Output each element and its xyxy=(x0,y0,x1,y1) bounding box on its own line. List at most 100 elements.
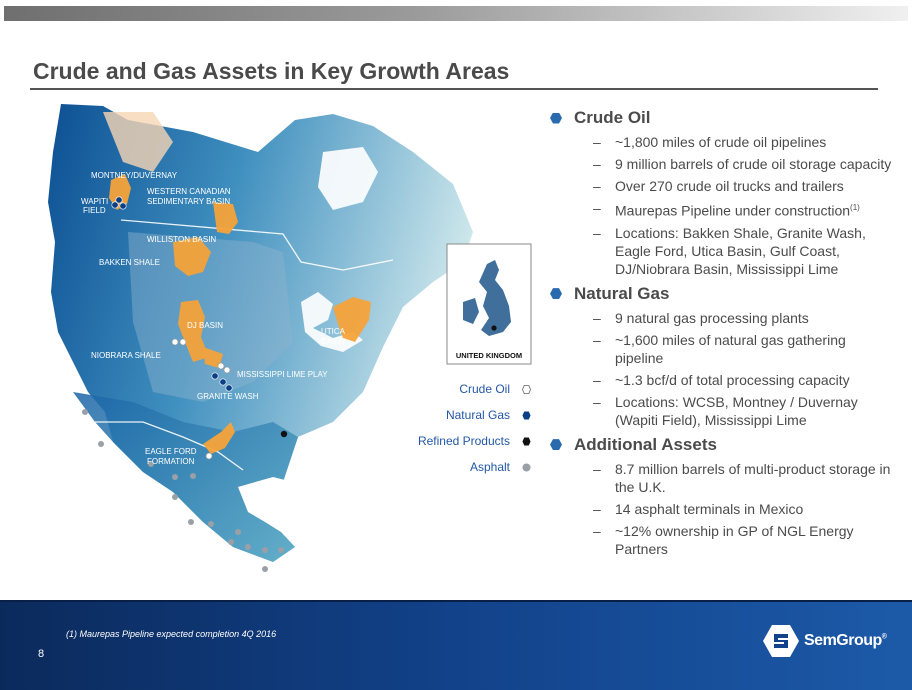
hexagon-blue-icon xyxy=(518,410,534,420)
list-item: – ~1,800 miles of crude oil pipelines xyxy=(593,134,827,150)
asphalt-marker xyxy=(262,547,268,553)
gas-marker xyxy=(219,378,227,386)
uk-inset: UNITED KINGDOM xyxy=(446,243,532,365)
hexagon-bullet-icon xyxy=(550,439,562,451)
granite-basin xyxy=(203,347,223,368)
ireland-map xyxy=(463,298,479,324)
label-wapiti-1: WAPITI xyxy=(81,197,108,206)
label-wcsb-1: WESTERN CANADIAN xyxy=(147,187,231,196)
section-heading: Natural Gas xyxy=(574,283,670,303)
asphalt-marker xyxy=(82,409,88,415)
label-wapiti-2: FIELD xyxy=(83,206,106,215)
eagle-ford-basin xyxy=(203,422,235,454)
label-mississippi: MISSISSIPPI LIME PLAY xyxy=(237,370,328,379)
crude-marker xyxy=(223,366,231,374)
label-montney: MONTNEY/DUVERNAY xyxy=(91,171,178,180)
section-natural-gas: Natural Gas –9 natural gas processing pl… xyxy=(546,282,896,429)
legend-natural-gas: Natural Gas xyxy=(404,402,534,428)
list-item: –9 natural gas processing plants xyxy=(593,309,809,326)
label-utica-1: UTICA xyxy=(321,327,346,336)
gas-marker xyxy=(211,372,219,380)
refined-product-marker xyxy=(280,430,288,438)
footer-bar: (1) Maurepas Pipeline expected completio… xyxy=(0,600,912,690)
map-legend: Crude Oil Natural Gas Refined Products A… xyxy=(404,376,534,480)
section-crude-oil: Crude Oil – ~1,800 miles of crude oil pip… xyxy=(546,106,896,278)
gas-marker xyxy=(119,202,127,210)
gas-marker xyxy=(111,201,119,209)
basins xyxy=(109,174,371,454)
footer-divider xyxy=(0,600,912,602)
dj-basin xyxy=(178,300,209,362)
list-item: – Maurepas Pipeline under construction(1) xyxy=(593,200,860,219)
hexagon-black-icon xyxy=(518,436,534,446)
list-item: –9 million barrels of crude oil storage … xyxy=(593,156,892,172)
asset-bullets: Crude Oil – ~1,800 miles of crude oil pip… xyxy=(546,104,896,562)
label-eagle-1: EAGLE FORD xyxy=(145,447,197,456)
logo-text: SemGroup® xyxy=(804,632,887,649)
label-niobrara: NIOBRARA SHALE xyxy=(91,351,161,360)
crude-oil-markers xyxy=(171,338,231,460)
southern-land xyxy=(73,392,298,562)
uk-label: UNITED KINGDOM xyxy=(456,351,522,360)
asphalt-marker xyxy=(172,494,178,500)
gas-marker xyxy=(115,196,123,204)
list-item: – ~1.3 bcf/d of total processing capacity xyxy=(593,371,850,388)
list-item: – Over 270 crude oil trucks and trailers xyxy=(593,178,844,194)
list-item: – Locations: Bakken Shale, Granite Wash, … xyxy=(593,224,866,277)
footnote-marker: (1) xyxy=(850,203,860,212)
slide-title: Crude and Gas Assets in Key Growth Areas xyxy=(33,58,510,84)
asphalt-marker xyxy=(208,521,214,527)
asphalt-marker xyxy=(190,473,196,479)
montney-basin xyxy=(109,174,131,210)
section-heading: Crude Oil xyxy=(574,108,651,127)
section-additional-assets: Additional Assets –8.7 million barrels o… xyxy=(546,433,896,558)
crude-marker xyxy=(171,338,179,346)
hexagon-bullet-icon xyxy=(550,288,562,300)
asphalt-marker xyxy=(148,461,154,467)
circle-gray-icon xyxy=(518,462,534,472)
asphalt-marker xyxy=(188,519,194,525)
highlight-region xyxy=(103,112,173,172)
top-gradient-bar xyxy=(4,6,908,21)
us-mexico-border xyxy=(93,421,244,471)
label-wcsb-2: SEDIMENTARY BASIN xyxy=(147,197,230,206)
semgroup-logo-icon xyxy=(763,625,799,657)
section-heading: Additional Assets xyxy=(574,434,717,454)
list-item: – Locations: WCSB, Montney / Duvernay (Wa… xyxy=(593,393,858,428)
list-item: – ~1,600 miles of natural gas gathering p… xyxy=(593,331,846,366)
asphalt-marker xyxy=(278,547,284,553)
asphalt-marker xyxy=(228,539,234,545)
list-item: – ~12% ownership in GP of NGL Energy Part… xyxy=(593,522,854,557)
list-item: –14 asphalt terminals in Mexico xyxy=(593,500,804,517)
gas-marker xyxy=(225,384,233,392)
wcsb-basin xyxy=(213,202,238,234)
label-eagle-2: FORMATION xyxy=(147,457,195,466)
hexagon-bullet-icon xyxy=(550,112,562,124)
legend-crude-oil: Crude Oil xyxy=(404,376,534,402)
label-granite: GRANITE WASH xyxy=(197,392,259,401)
semgroup-logo: SemGroup® xyxy=(762,624,887,658)
asphalt-markers xyxy=(82,409,284,572)
asphalt-marker xyxy=(172,474,178,480)
legend-refined-products: Refined Products xyxy=(404,428,534,454)
gulf-of-california xyxy=(93,422,133,487)
footnote: (1) Maurepas Pipeline expected completio… xyxy=(66,629,277,639)
crude-marker xyxy=(179,338,187,346)
natural-gas-markers xyxy=(111,196,233,392)
uk-map xyxy=(479,260,511,336)
asphalt-marker xyxy=(235,529,241,535)
gulf-of-mexico xyxy=(238,477,301,532)
hudson-bay xyxy=(318,147,378,210)
williston-basin xyxy=(173,237,211,276)
uk-refined-marker xyxy=(491,325,497,331)
label-williston: WILLISTON BASIN xyxy=(147,235,216,244)
page-number: 8 xyxy=(38,648,45,660)
label-dj: DJ BASIN xyxy=(187,321,223,330)
utica-basin xyxy=(333,297,371,342)
label-bakken: BAKKEN SHALE xyxy=(99,258,160,267)
legend-asphalt: Asphalt xyxy=(404,454,534,480)
label-utica-2: BASIN xyxy=(321,337,345,346)
north-america-map: MONTNEY/DUVERNAY WAPITI FIELD WESTERN CA… xyxy=(48,104,532,572)
hexagon-outline-icon xyxy=(518,384,534,394)
asphalt-marker xyxy=(245,544,251,550)
